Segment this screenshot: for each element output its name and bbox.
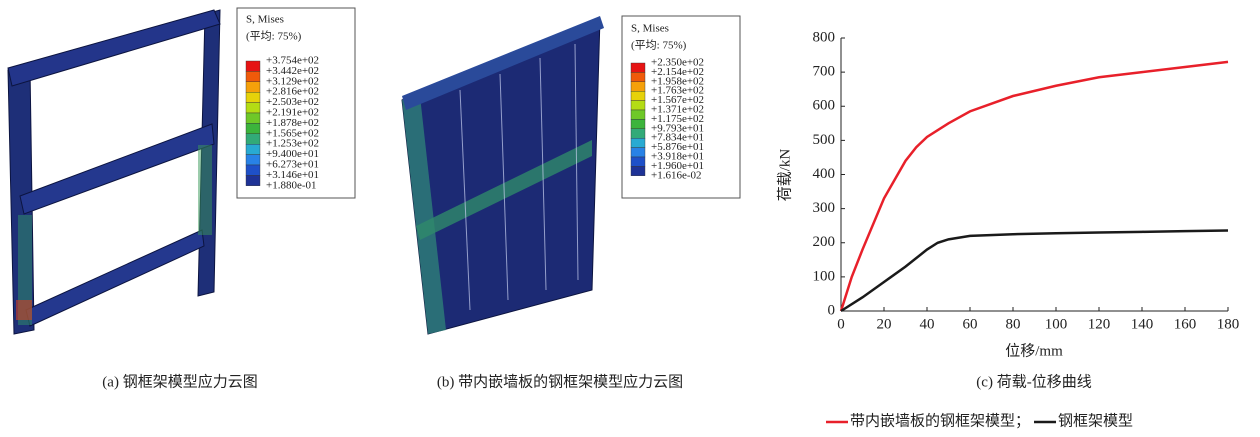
legend-label: +1.958e+02 — [651, 75, 704, 87]
color-band — [630, 128, 646, 139]
legend-label: +2.154e+02 — [651, 66, 704, 78]
color-band — [630, 156, 646, 167]
legend-label: +1.371e+02 — [651, 104, 704, 116]
color-band — [630, 81, 646, 92]
x-tick-label: 160 — [1174, 316, 1197, 332]
x-tick-label: 60 — [963, 316, 978, 332]
color-band — [245, 154, 261, 166]
y-tick-label: 200 — [813, 234, 836, 250]
x-tick-label: 0 — [837, 316, 845, 332]
y-tick-label: 400 — [813, 166, 836, 182]
color-band — [630, 119, 646, 130]
color-band — [245, 81, 261, 93]
color-band — [245, 143, 261, 155]
y-tick-label: 700 — [813, 64, 836, 80]
legend-label: +1.878e+02 — [266, 117, 319, 129]
y-axis-label: 荷载/kN — [776, 149, 793, 202]
legend-label: +3.754e+02 — [266, 55, 319, 67]
color-band — [630, 100, 646, 111]
legend-label: +1.960e+01 — [651, 160, 704, 172]
y-tick-label: 300 — [813, 200, 836, 216]
legend-label: +1.880e-01 — [266, 179, 317, 191]
legend-subtitle: (平均: 75%) — [631, 39, 687, 52]
legend-label: +5.876e+01 — [651, 141, 704, 153]
color-band — [630, 137, 646, 148]
legend-label: 钢框架模型 — [1058, 412, 1133, 429]
legend-label: +1.763e+02 — [651, 85, 704, 97]
legend-label: 带内嵌墙板的钢框架模型； — [850, 411, 1030, 429]
legend-title: S, Mises — [246, 14, 284, 26]
color-band — [245, 164, 261, 176]
x-tick-label: 80 — [1006, 316, 1021, 332]
legend-label: +3.129e+02 — [266, 75, 319, 87]
x-tick-label: 20 — [877, 316, 892, 332]
legend-label: +3.146e+01 — [266, 169, 319, 181]
color-band — [245, 71, 261, 83]
color-band — [245, 91, 261, 103]
legend-label: +2.816e+02 — [266, 86, 319, 98]
legend-label: +9.400e+01 — [266, 148, 319, 160]
color-band — [630, 72, 646, 83]
color-band — [245, 123, 261, 135]
legend-label: +1.567e+02 — [651, 94, 704, 106]
caption: (b) 带内嵌墙板的钢框架模型应力云图 — [437, 372, 683, 390]
x-tick-label: 40 — [920, 316, 935, 332]
x-tick-label: 120 — [1088, 316, 1111, 332]
legend-label: +6.273e+01 — [266, 159, 319, 171]
legend-label: +1.565e+02 — [266, 127, 319, 139]
caption: (a) 钢框架模型应力云图 — [102, 372, 257, 390]
data-line — [840, 229, 1229, 313]
legend-label: +3.442e+02 — [266, 65, 319, 77]
legend-label: +1.616e-02 — [651, 169, 702, 181]
color-band — [245, 175, 261, 186]
frame-model-a — [7, 9, 221, 335]
color-band — [630, 147, 646, 158]
legend-subtitle: (平均: 75%) — [246, 30, 302, 43]
legend-label: +9.793e+01 — [651, 122, 704, 134]
legend-label: +1.253e+02 — [266, 138, 319, 150]
x-tick-label: 180 — [1217, 316, 1240, 332]
color-band — [245, 102, 261, 114]
frame-model-b — [401, 16, 604, 335]
y-tick-label: 500 — [813, 132, 836, 148]
legend-label: +1.175e+02 — [651, 113, 704, 125]
color-band — [630, 109, 646, 120]
x-tick-label: 140 — [1131, 316, 1154, 332]
y-tick-label: 100 — [813, 268, 836, 284]
color-band — [245, 112, 261, 124]
legend-label: +2.191e+02 — [266, 107, 319, 119]
color-band — [245, 133, 261, 145]
color-band — [245, 60, 261, 72]
legend-label: +3.918e+01 — [651, 151, 704, 163]
x-axis-label: 位移/mm — [1005, 342, 1063, 359]
y-tick-label: 600 — [813, 98, 836, 114]
y-tick-label: 800 — [813, 29, 836, 45]
color-band — [630, 166, 646, 176]
legend-label: +7.834e+01 — [651, 132, 704, 144]
x-tick-label: 100 — [1045, 316, 1068, 332]
color-band — [630, 90, 646, 101]
y-tick-label: 0 — [828, 302, 836, 318]
caption: (c) 荷载-位移曲线 — [976, 373, 1091, 390]
data-line — [839, 60, 1229, 312]
legend-label: +2.503e+02 — [266, 96, 319, 108]
legend-label: +2.350e+02 — [651, 57, 704, 69]
legend-title: S, Mises — [631, 23, 669, 35]
color-band — [630, 62, 646, 73]
